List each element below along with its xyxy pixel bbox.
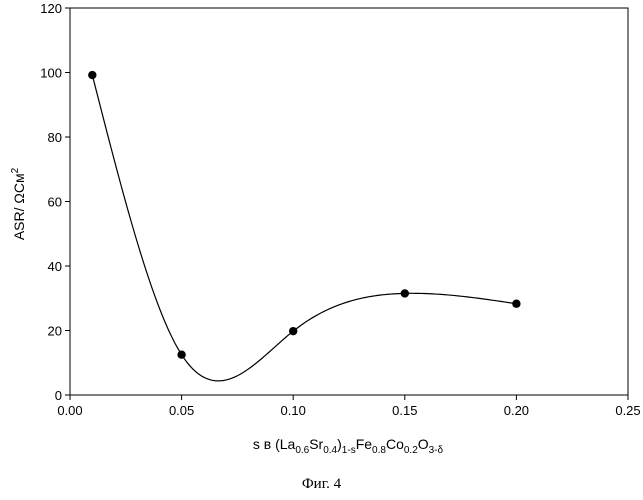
x-tick-label: 0.05 (169, 403, 194, 418)
x-ticks: 0.00 0.05 0.10 0.15 0.20 0.25 (57, 395, 640, 418)
y-tick-label: 20 (48, 324, 62, 339)
y-ticks: 0 20 40 60 80 100 120 (40, 1, 70, 403)
y-tick-label: 80 (48, 130, 62, 145)
fitted-curve (92, 75, 516, 381)
x-tick-label: 0.25 (615, 403, 640, 418)
y-tick-label: 100 (40, 66, 62, 81)
x-tick-label: 0.00 (57, 403, 82, 418)
x-tick-label: 0.15 (392, 403, 417, 418)
data-points (88, 71, 520, 359)
data-point (401, 289, 409, 297)
chart: 0.00 0.05 0.10 0.15 0.20 0.25 0 20 40 60 80 100 120… (0, 0, 643, 470)
data-point (289, 327, 297, 335)
x-tick-label: 0.10 (281, 403, 306, 418)
y-axis-label: ASR/ ΩCм2 (10, 167, 27, 240)
y-tick-label: 120 (40, 1, 62, 16)
data-point (177, 350, 185, 358)
data-point (512, 300, 520, 308)
figure-caption: Фиг. 4 (0, 476, 643, 493)
y-tick-label: 60 (48, 195, 62, 210)
plot-frame (70, 8, 628, 395)
x-axis-label: s в (La0.6Sr0.4)1-sFe0.8Co0.2O3-δ (253, 436, 444, 456)
y-tick-label: 40 (48, 259, 62, 274)
data-point (88, 71, 96, 79)
y-tick-label: 0 (55, 388, 62, 403)
x-tick-label: 0.20 (504, 403, 529, 418)
